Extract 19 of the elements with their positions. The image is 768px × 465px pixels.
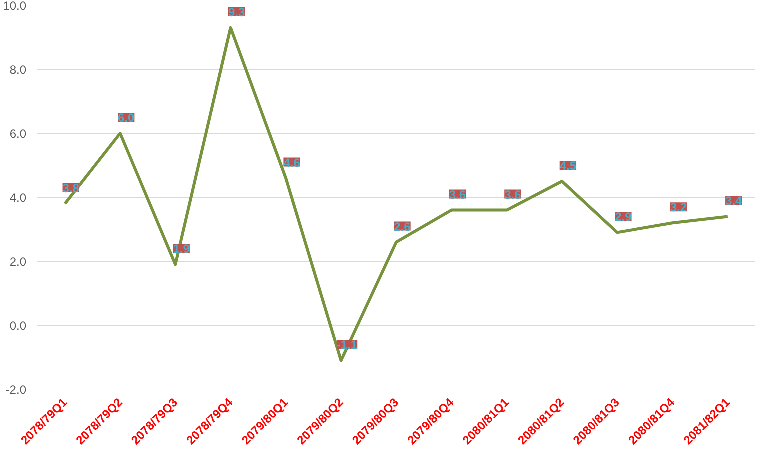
data-label: 3.8 [62,181,80,196]
data-label: 2.9 [615,210,632,224]
y-tick-label: 0.0 [10,319,27,333]
data-label: 6.0 [118,111,136,125]
data-label: 4.5 [560,159,577,173]
data-label: 3.2 [670,200,688,215]
y-tick-label: 6.0 [10,127,27,141]
y-tick-label: 10.0 [3,0,27,13]
data-label: 3.6 [504,188,522,202]
data-label: 9.3 [228,5,246,20]
y-tick-label: 4.0 [10,191,27,205]
data-label: -1.1 [336,338,358,352]
y-tick-label: -2.0 [6,383,27,397]
data-label: 4.6 [284,156,301,170]
data-label: 1.9 [173,242,190,256]
y-tick-label: 8.0 [10,63,27,77]
y-tick-label: 2.0 [10,255,27,269]
data-label: 2.6 [394,220,412,234]
data-label: 3.6 [449,188,466,202]
